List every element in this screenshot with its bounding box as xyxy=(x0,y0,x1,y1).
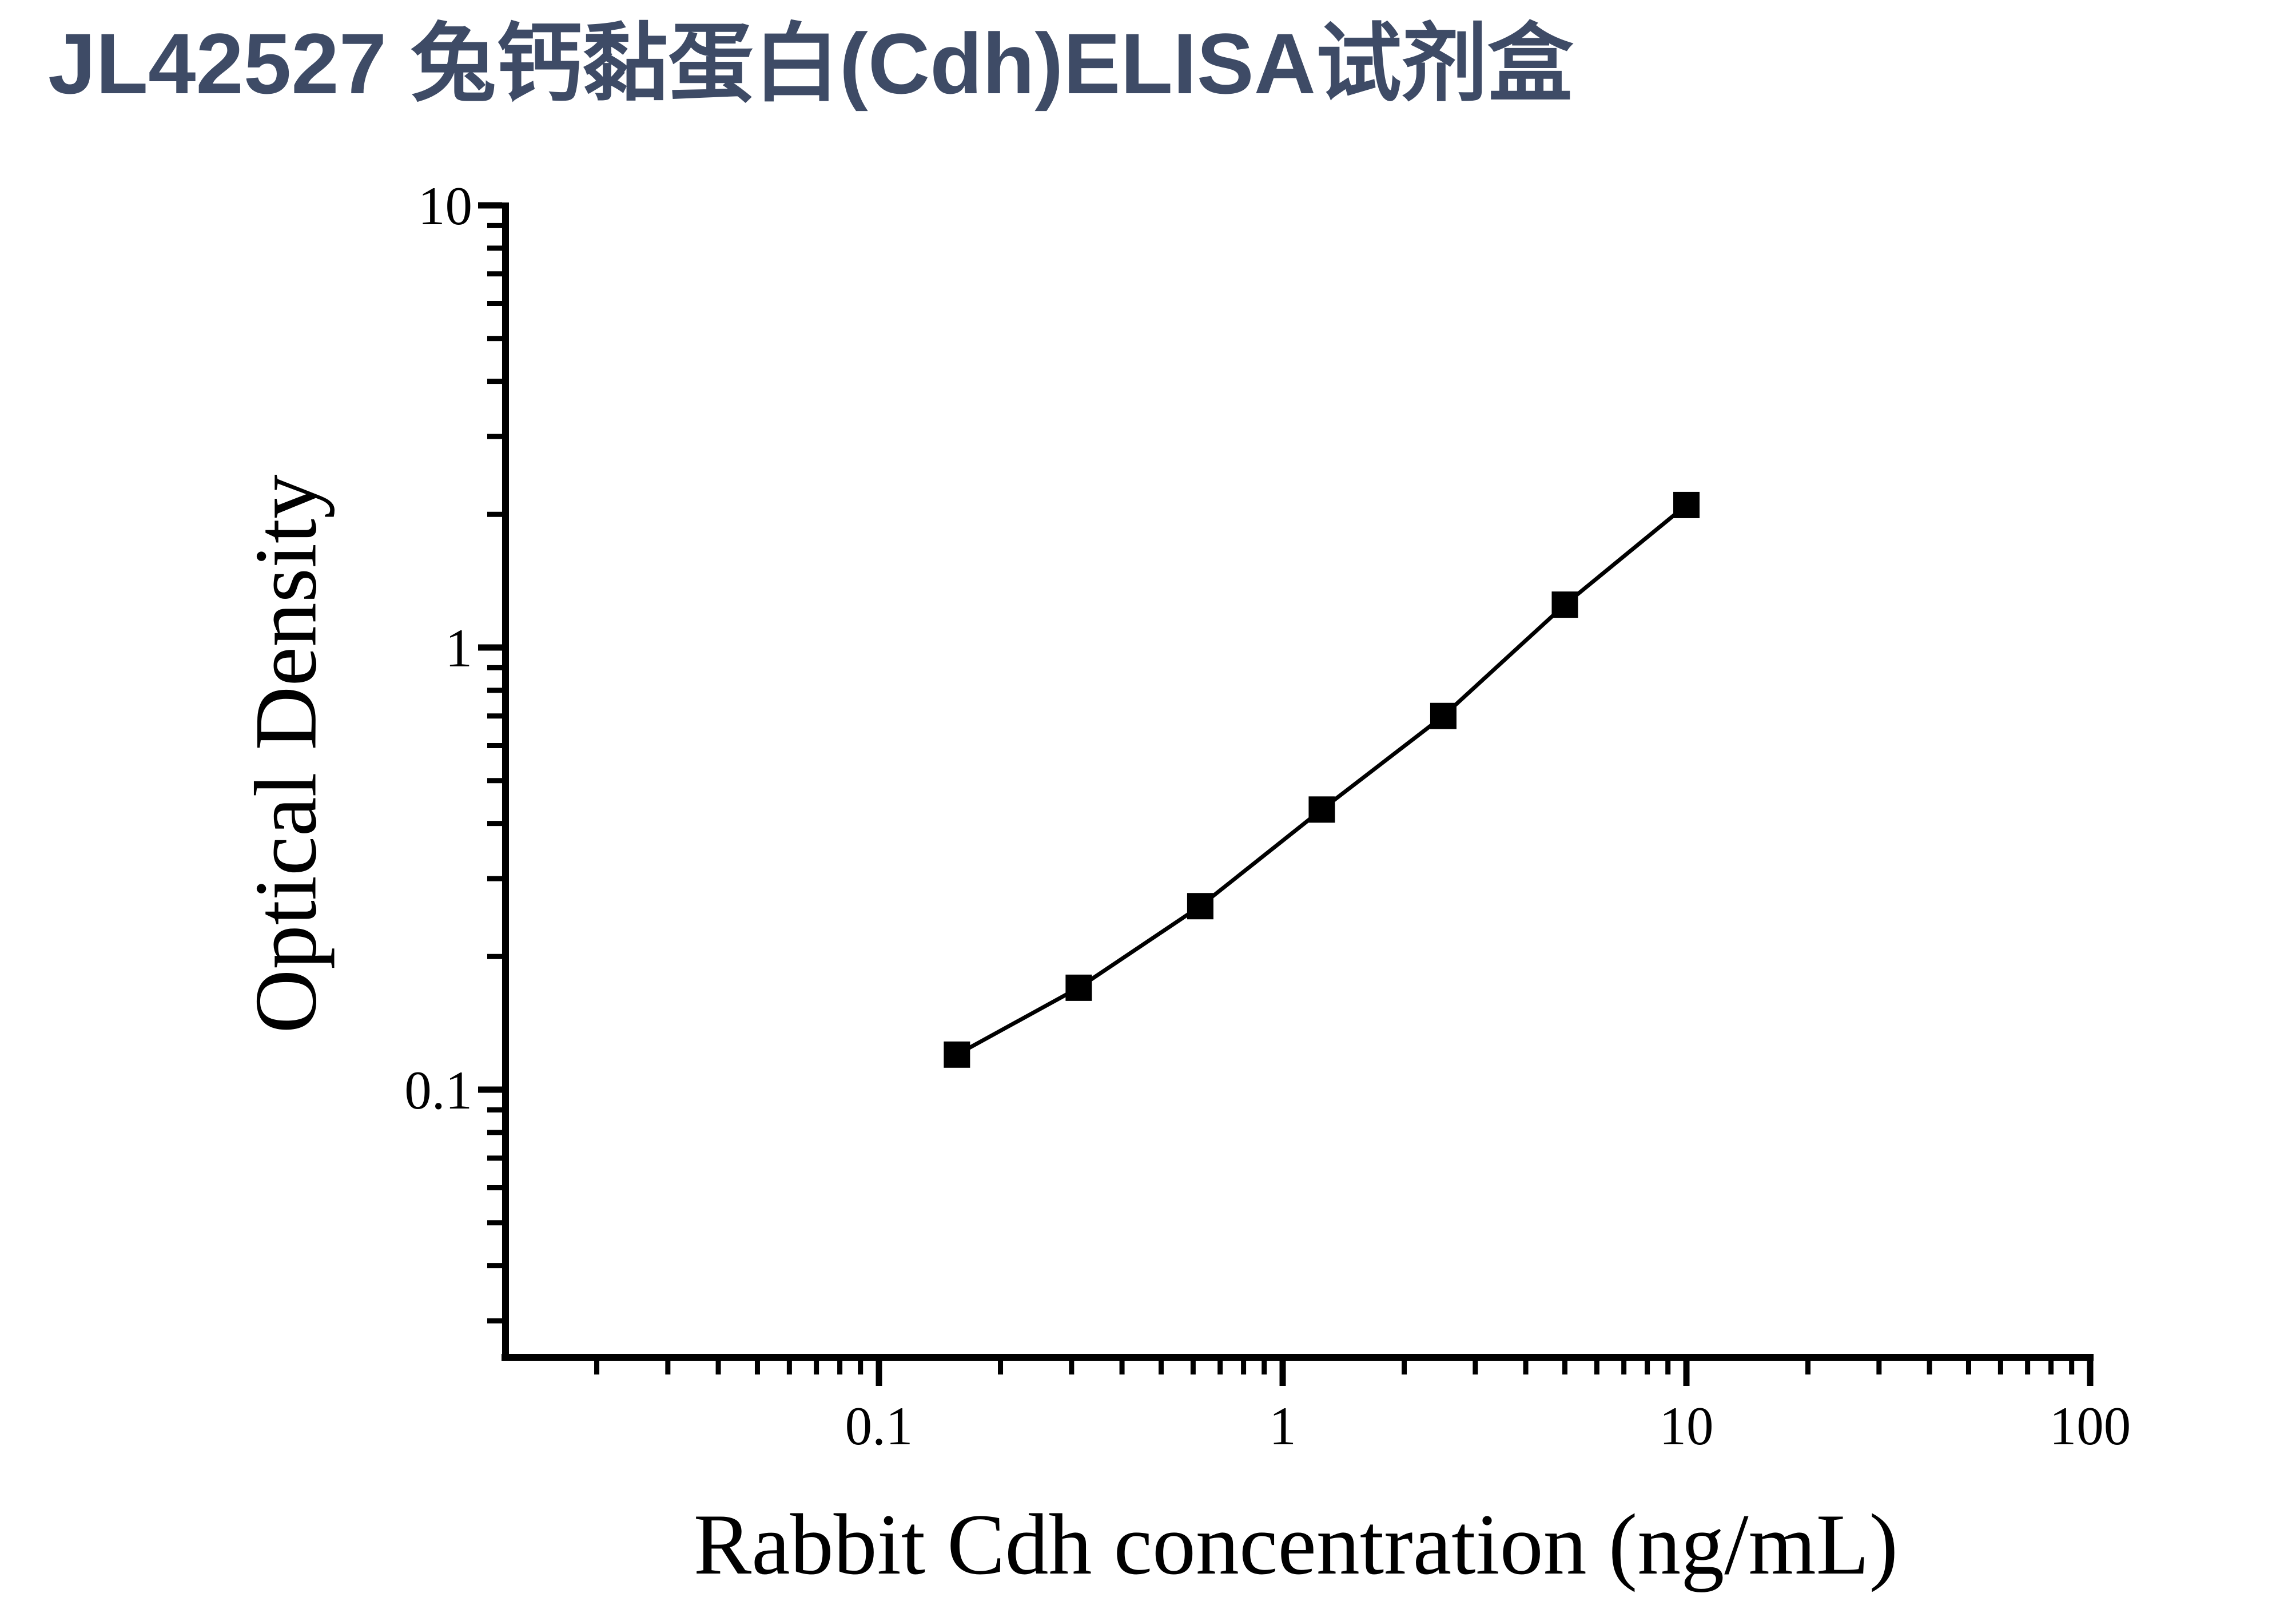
x-axis-label: Rabbit Cdh concentration (ng/mL) xyxy=(693,1496,1899,1592)
y-tick-label: 0.1 xyxy=(404,1060,472,1121)
y-tick-label: 10 xyxy=(418,176,472,236)
x-tick-label: 0.1 xyxy=(845,1396,913,1456)
standard-curve-line xyxy=(956,503,1688,1056)
data-point-marker xyxy=(1551,591,1578,618)
data-point-marker xyxy=(1187,893,1213,920)
x-tick-label: 1 xyxy=(1269,1396,1296,1456)
data-point-marker xyxy=(1308,796,1335,823)
data-point-marker xyxy=(1065,974,1092,1001)
y-tick-label: 1 xyxy=(445,618,473,678)
x-tick-label: 100 xyxy=(2050,1396,2131,1456)
page-title: JL42527 兔钙黏蛋白(Cdh)ELISA试剂盒 xyxy=(48,15,1574,112)
data-point-marker xyxy=(1673,491,1700,518)
x-tick-label: 10 xyxy=(1660,1396,1714,1456)
data-point-marker xyxy=(1430,702,1457,729)
data-point-marker xyxy=(944,1041,970,1068)
